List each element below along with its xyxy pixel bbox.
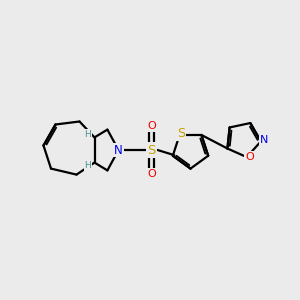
Text: O: O — [147, 121, 156, 131]
Text: N: N — [260, 135, 268, 145]
Text: S: S — [147, 143, 156, 157]
Text: O: O — [147, 169, 156, 179]
Text: S: S — [177, 127, 185, 140]
Text: O: O — [245, 152, 254, 162]
Text: N: N — [114, 143, 123, 157]
Text: H: H — [85, 161, 91, 170]
Text: H: H — [85, 130, 91, 139]
